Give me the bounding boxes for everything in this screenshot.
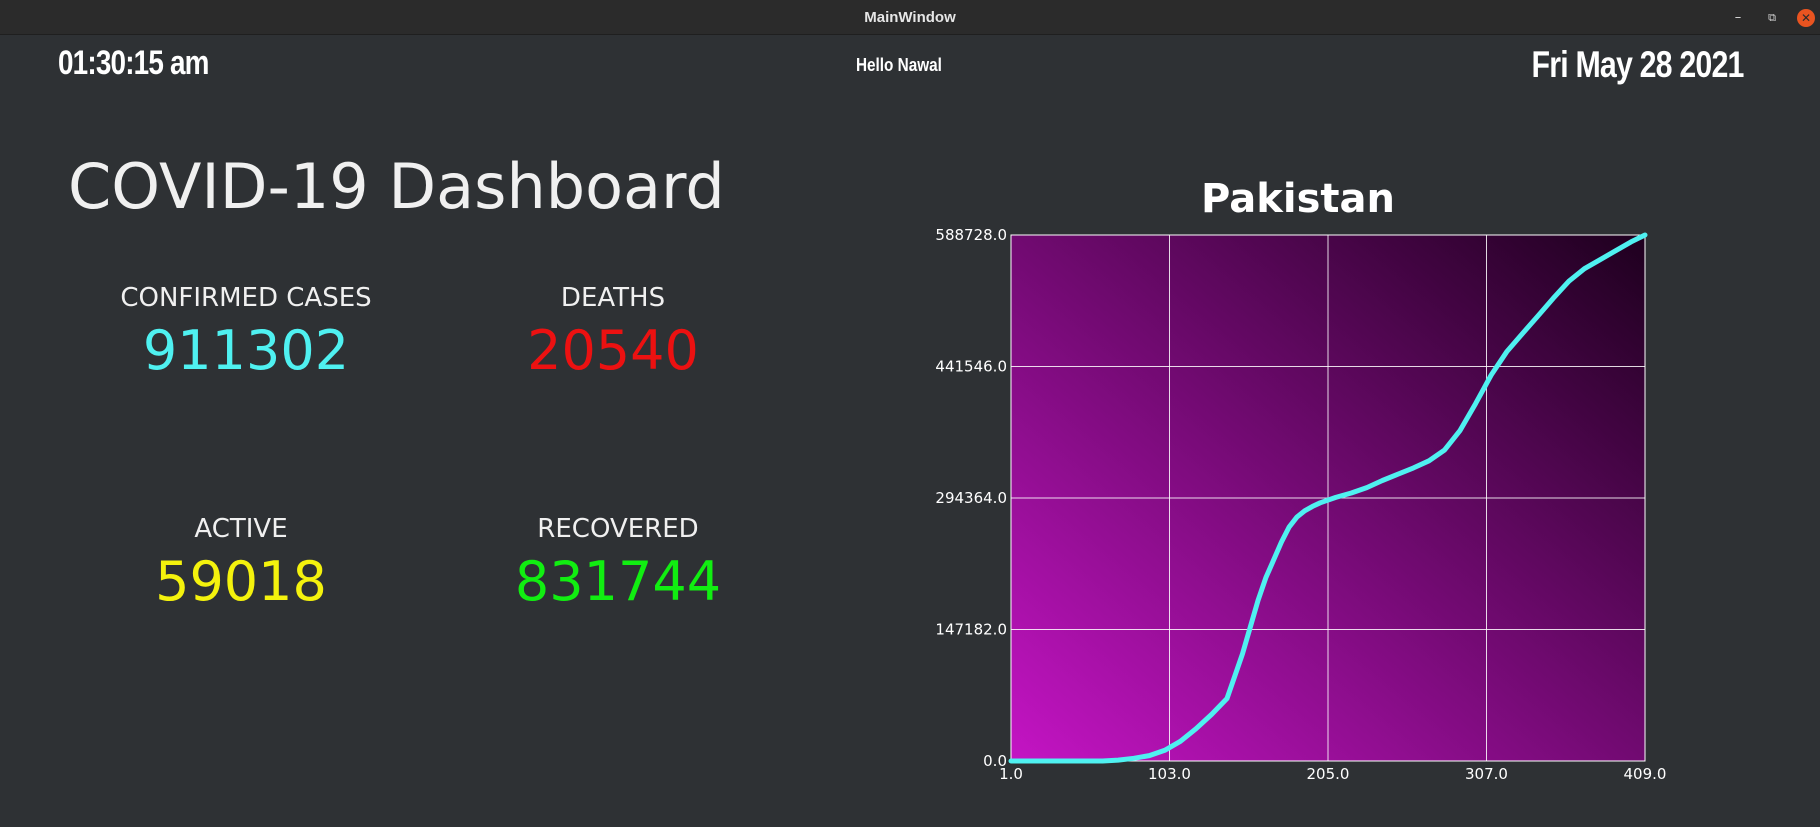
chart-series	[1008, 232, 1648, 764]
confirmed-cases-card: CONFIRMED CASES 911302	[76, 283, 416, 382]
deaths-value: 20540	[527, 319, 699, 382]
close-icon[interactable]: ✕	[1797, 9, 1815, 27]
active-value: 59018	[155, 550, 327, 613]
page-title: COVID-19 Dashboard	[68, 150, 725, 223]
chart-svg: Pakistan 1.0 103.0 205.0 307.0 409.0 0.0 14718…	[935, 176, 1666, 783]
recovered-label: RECOVERED	[537, 514, 699, 544]
deaths-label: DEATHS	[560, 283, 666, 313]
maximize-icon[interactable]: ⧉	[1768, 11, 1776, 24]
active-label: ACTIVE	[194, 514, 288, 544]
y-tick-label: 294364.0	[935, 489, 1007, 507]
y-tick-label: 0.0	[983, 752, 1007, 770]
country-chart: Pakistan 1.0 103.0 205.0 307.0 409.0 0.0 14718…	[900, 160, 1700, 800]
y-tick-label: 588728.0	[935, 226, 1007, 244]
chart-ticks: 1.0 103.0 205.0 307.0 409.0 0.0 147182.0 294364…	[935, 226, 1666, 783]
x-tick-label: 205.0	[1307, 765, 1350, 783]
recovered-value: 831744	[514, 550, 722, 613]
window-title: MainWindow	[864, 9, 956, 26]
confirmed-cases-value: 911302	[142, 319, 350, 382]
greeting: Hello Nawal	[856, 55, 942, 75]
x-tick-label: 1.0	[999, 765, 1023, 783]
recovered-card: RECOVERED 831744	[448, 514, 788, 613]
x-tick-label: 307.0	[1465, 765, 1508, 783]
confirmed-cases-label: CONFIRMED CASES	[120, 283, 372, 313]
window-titlebar[interactable]: MainWindow – ⧉ ✕	[0, 0, 1820, 35]
deaths-card: DEATHS 20540	[443, 283, 783, 382]
x-tick-label: 409.0	[1624, 765, 1667, 783]
minimize-icon[interactable]: –	[1734, 10, 1742, 25]
y-tick-label: 147182.0	[935, 621, 1007, 639]
chart-grid	[1010, 234, 1646, 762]
active-card: ACTIVE 59018	[71, 514, 411, 613]
y-tick-label: 441546.0	[935, 358, 1007, 376]
date-display: Fri May 28 2021	[1531, 44, 1745, 85]
series-line-pakistan	[1008, 232, 1648, 764]
clock: 01:30:15 am	[58, 44, 209, 82]
x-tick-label: 103.0	[1148, 765, 1191, 783]
chart-title: Pakistan	[1201, 176, 1395, 222]
